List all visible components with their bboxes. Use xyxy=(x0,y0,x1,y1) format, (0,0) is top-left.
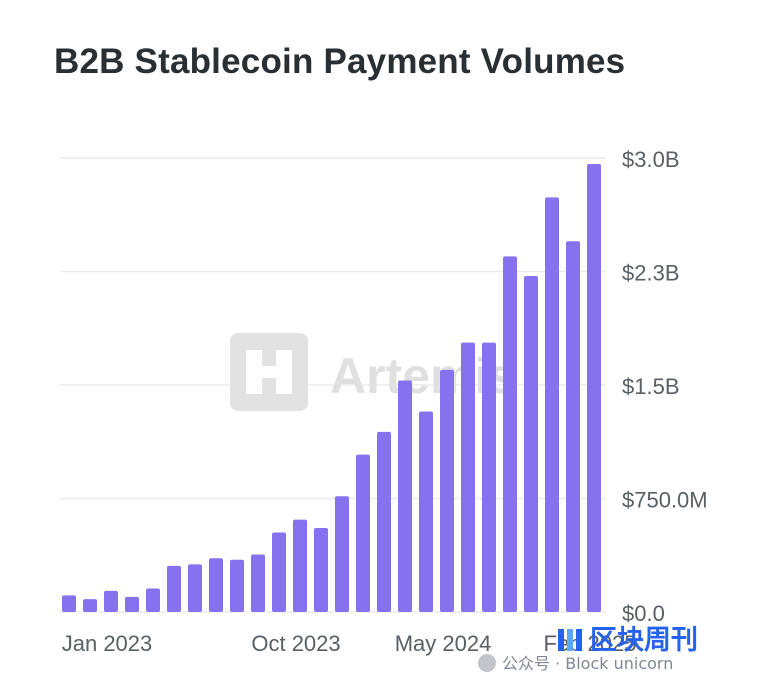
bar-may-2023 xyxy=(146,588,160,612)
bar-jul-2023 xyxy=(188,564,202,612)
bar-dec-2024 xyxy=(545,197,559,612)
x-tick-label: May 2024 xyxy=(395,631,492,656)
bars xyxy=(62,164,601,612)
bar-jan-2025 xyxy=(566,241,580,612)
bar-sep-2023 xyxy=(230,559,244,612)
brand-watermark: 区块周刊 xyxy=(556,618,698,657)
bar-may-2024 xyxy=(398,380,412,612)
y-tick-label: $1.5B xyxy=(622,374,680,399)
bar-jan-2024 xyxy=(314,528,328,612)
bar-oct-2024 xyxy=(503,256,517,612)
footer-text: 公众号 · Block unicorn xyxy=(502,654,674,673)
bar-feb-2024 xyxy=(335,496,349,612)
bar-nov-2024 xyxy=(524,276,538,612)
bar-jul-2024 xyxy=(440,369,454,612)
y-tick-label: $0.0 xyxy=(622,601,665,626)
footer-credit: 公众号 · Block unicorn xyxy=(478,650,758,673)
bar-dec-2023 xyxy=(293,519,307,612)
wechat-icon xyxy=(478,654,496,672)
y-tick-label: $2.3B xyxy=(622,261,680,286)
bar-jun-2023 xyxy=(167,565,181,612)
bar-feb-2023 xyxy=(83,599,97,612)
bar-feb-2025 xyxy=(587,164,601,612)
bar-oct-2023 xyxy=(251,554,265,612)
brand-text: 区块周刊 xyxy=(590,625,698,656)
bar-jan-2023 xyxy=(62,595,76,612)
bar-apr-2023 xyxy=(125,596,139,612)
brand-logo-icon xyxy=(558,629,582,651)
y-tick-label: $750.0M xyxy=(622,488,708,513)
bar-aug-2023 xyxy=(209,558,223,612)
artemis-logo-icon xyxy=(230,333,308,411)
y-tick-label: $3.0B xyxy=(622,147,680,172)
chart-title: B2B Stablecoin Payment Volumes xyxy=(54,42,626,81)
bar-sep-2024 xyxy=(482,342,496,612)
bar-apr-2024 xyxy=(377,431,391,612)
y-axis-ticks: $0.0 $750.0M $1.5B $2.3B $3.0B xyxy=(622,147,708,626)
bar-mar-2023 xyxy=(104,590,118,612)
bar-aug-2024 xyxy=(461,342,475,612)
bar-nov-2023 xyxy=(272,532,286,612)
x-tick-label: Oct 2023 xyxy=(251,631,340,656)
bar-mar-2024 xyxy=(356,454,370,612)
bar-jun-2024 xyxy=(419,411,433,612)
x-tick-label: Jan 2023 xyxy=(62,631,153,656)
